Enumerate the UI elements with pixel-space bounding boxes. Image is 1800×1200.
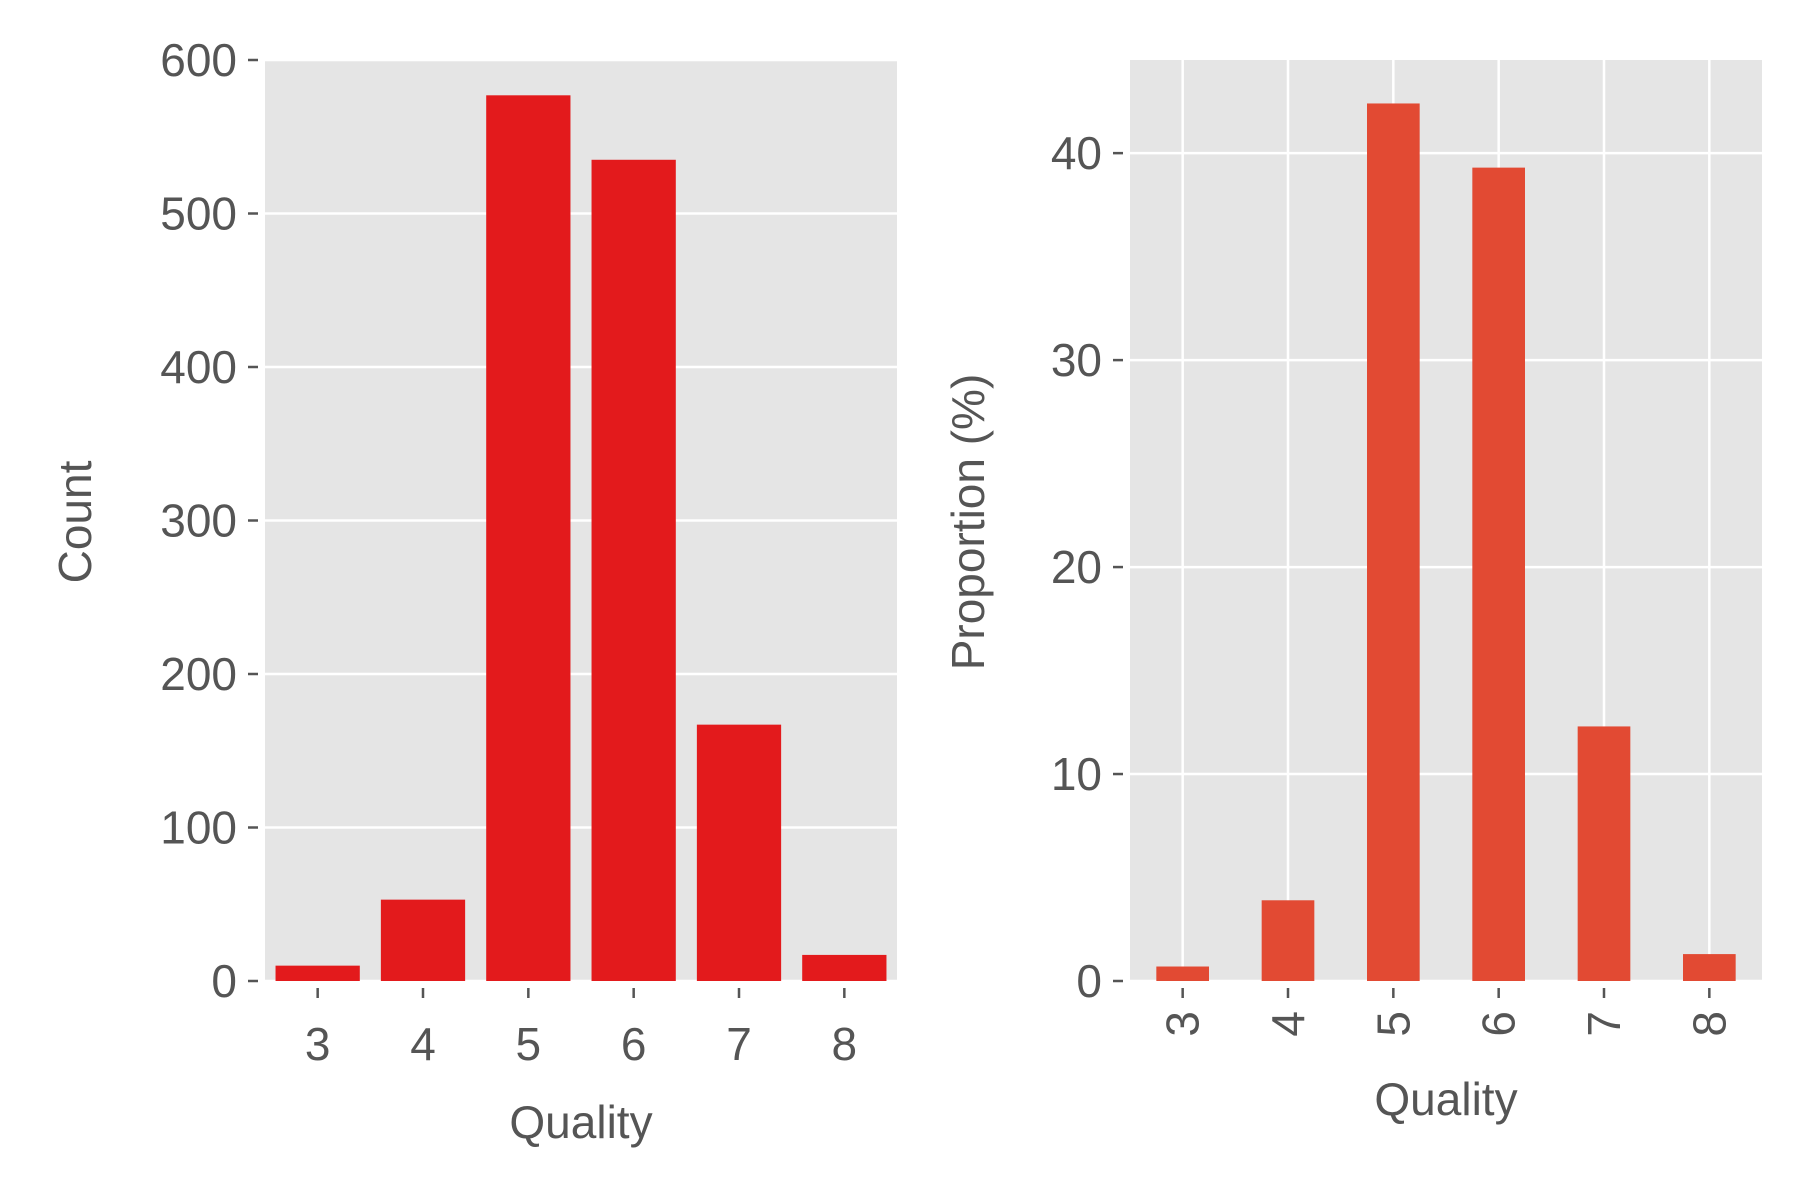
x-axis-label-proportion: Quality xyxy=(1374,1073,1517,1125)
chart-proportion: 0 10 20 30 40 3 4 5 6 7 8 Quality Proportion (%) xyxy=(942,60,1762,1125)
bar-quality-8 xyxy=(802,954,887,981)
bar-quality-5 xyxy=(486,95,571,982)
bars-proportion xyxy=(1156,103,1736,982)
x-tick-label: 7 xyxy=(726,1018,752,1070)
bar-quality-5 xyxy=(1367,103,1420,982)
y-tick-label: 400 xyxy=(160,341,237,393)
bar-quality-6 xyxy=(1472,167,1525,982)
y-axis-label-count: Count xyxy=(49,460,101,583)
y-axis-label-proportion: Proportion (%) xyxy=(942,374,994,671)
x-tick-label: 4 xyxy=(410,1018,436,1070)
plot-area-proportion xyxy=(1130,60,1762,981)
y-tick-label: 500 xyxy=(160,188,237,240)
y-tick-label: 40 xyxy=(1051,127,1102,179)
bar-quality-6 xyxy=(591,159,676,981)
x-tick-label: 8 xyxy=(832,1018,858,1070)
y-tick-label: 200 xyxy=(160,648,237,700)
y-tick-label: 100 xyxy=(160,802,237,854)
x-tick-label: 5 xyxy=(1367,1011,1419,1037)
x-axis-count: 3 4 5 6 7 8 xyxy=(305,988,857,1070)
bars-count xyxy=(275,95,887,982)
x-tick-label: 8 xyxy=(1683,1011,1735,1037)
bar-quality-3 xyxy=(1156,966,1209,981)
y-tick-label: 30 xyxy=(1051,334,1102,386)
x-tick-label: 3 xyxy=(1157,1011,1209,1037)
y-axis-count: 0 100 200 300 400 500 600 xyxy=(160,34,258,1007)
y-axis-proportion: 0 10 20 30 40 xyxy=(1051,127,1123,1007)
bar-quality-7 xyxy=(1577,726,1631,981)
x-tick-label: 6 xyxy=(1473,1011,1525,1037)
y-tick-label: 600 xyxy=(160,34,237,86)
x-axis-label-count: Quality xyxy=(509,1096,652,1148)
bar-quality-4 xyxy=(1261,900,1315,981)
gridlines-count xyxy=(265,58,897,983)
bar-quality-4 xyxy=(380,899,466,981)
x-tick-label: 4 xyxy=(1262,1011,1314,1037)
chart-count: 0 100 200 300 400 500 600 3 4 5 6 7 8 Quality Count xyxy=(49,34,897,1148)
bar-quality-7 xyxy=(696,724,782,981)
x-tick-label: 6 xyxy=(621,1018,647,1070)
x-tick-label: 5 xyxy=(516,1018,542,1070)
y-tick-label: 0 xyxy=(211,955,237,1007)
y-tick-label: 10 xyxy=(1051,748,1102,800)
x-tick-label: 3 xyxy=(305,1018,331,1070)
x-tick-label: 7 xyxy=(1578,1011,1630,1037)
y-tick-label: 20 xyxy=(1051,541,1102,593)
y-tick-label: 300 xyxy=(160,495,237,547)
x-axis-proportion: 3 4 5 6 7 8 xyxy=(1157,988,1735,1037)
y-tick-label: 0 xyxy=(1076,955,1102,1007)
bar-quality-3 xyxy=(275,965,360,981)
bar-quality-8 xyxy=(1683,954,1736,981)
